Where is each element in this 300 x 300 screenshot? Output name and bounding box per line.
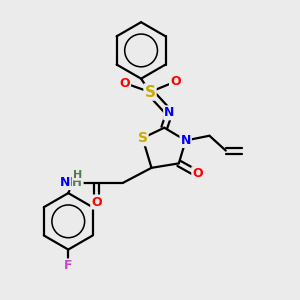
Text: O: O — [170, 75, 181, 88]
Text: N: N — [60, 176, 70, 189]
Text: F: F — [64, 260, 73, 272]
Text: H: H — [74, 170, 83, 180]
Text: N: N — [181, 134, 191, 147]
Text: NH: NH — [63, 176, 83, 189]
Text: O: O — [192, 167, 203, 180]
Text: O: O — [91, 196, 102, 208]
Text: S: S — [138, 131, 148, 145]
Text: S: S — [145, 85, 155, 100]
Text: N: N — [164, 106, 175, 119]
Text: O: O — [119, 76, 130, 90]
